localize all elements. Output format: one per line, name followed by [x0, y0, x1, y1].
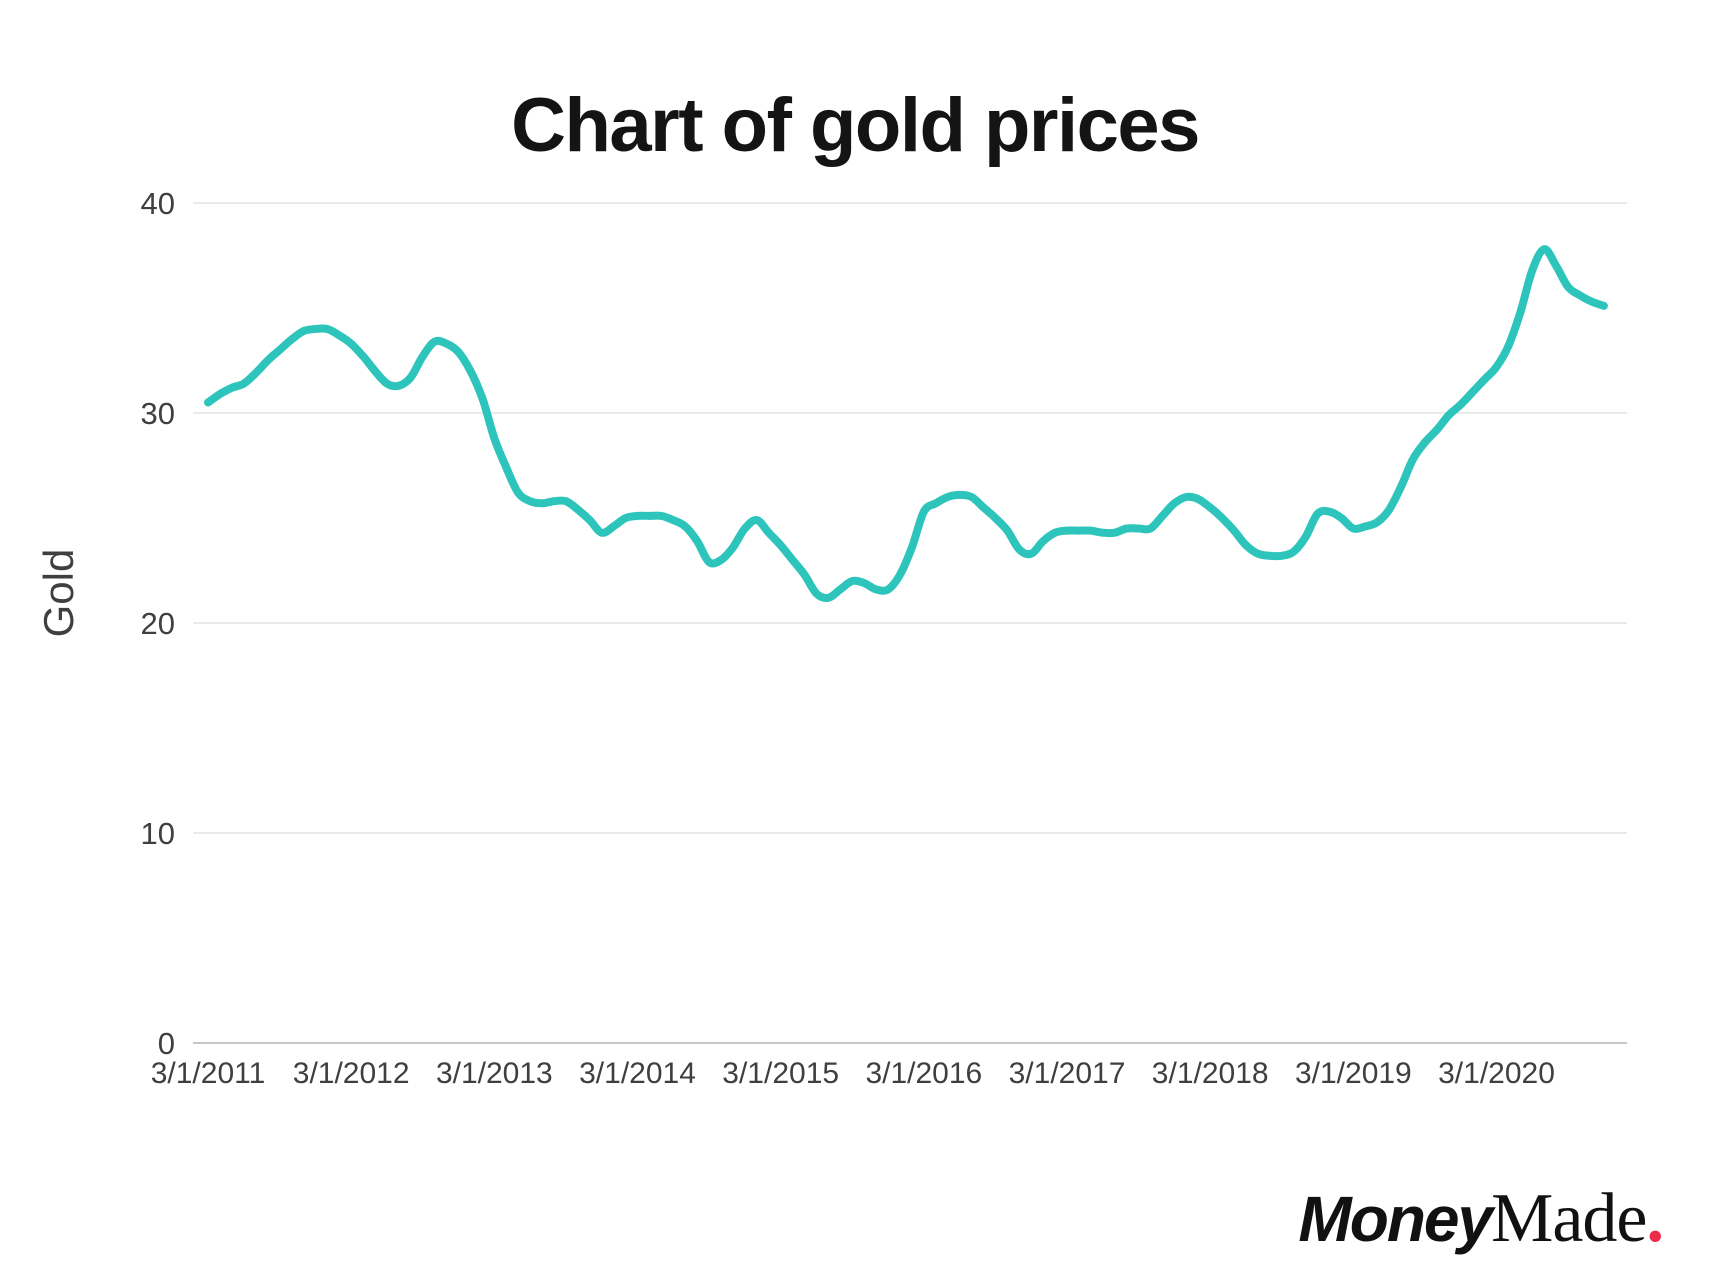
x-tick-label-3-1-2015: 3/1/2015	[722, 1057, 839, 1090]
x-tick-label-3-1-2012: 3/1/2012	[293, 1057, 410, 1090]
x-tick-label-3-1-2011: 3/1/2011	[151, 1057, 266, 1090]
x-tick-label-3-1-2017: 3/1/2017	[1009, 1057, 1126, 1090]
logo-money-text: Money	[1298, 1183, 1493, 1255]
logo-red-dot: .	[1646, 1180, 1665, 1257]
y-tick-label-20: 20	[141, 606, 175, 641]
series-line-gold	[204, 245, 1608, 602]
x-tick-label-3-1-2014: 3/1/2014	[579, 1057, 696, 1090]
x-tick-label-3-1-2013: 3/1/2013	[436, 1057, 553, 1090]
x-tick-label-3-1-2016: 3/1/2016	[865, 1057, 982, 1090]
y-tick-label-10: 10	[141, 816, 175, 851]
x-tick-label-3-1-2020: 3/1/2020	[1438, 1057, 1555, 1090]
moneymade-logo: MoneyMade.	[1298, 1178, 1664, 1261]
x-tick-label-3-1-2019: 3/1/2019	[1295, 1057, 1412, 1090]
y-tick-label-0: 0	[158, 1026, 175, 1061]
y-tick-label-30: 30	[141, 396, 175, 431]
y-tick-label-40: 40	[141, 186, 175, 221]
x-tick-label-3-1-2018: 3/1/2018	[1152, 1057, 1269, 1090]
chart-title: Chart of gold prices	[511, 83, 1200, 168]
logo-made-text: Made	[1491, 1180, 1647, 1257]
y-axis-title: Gold	[35, 548, 82, 638]
